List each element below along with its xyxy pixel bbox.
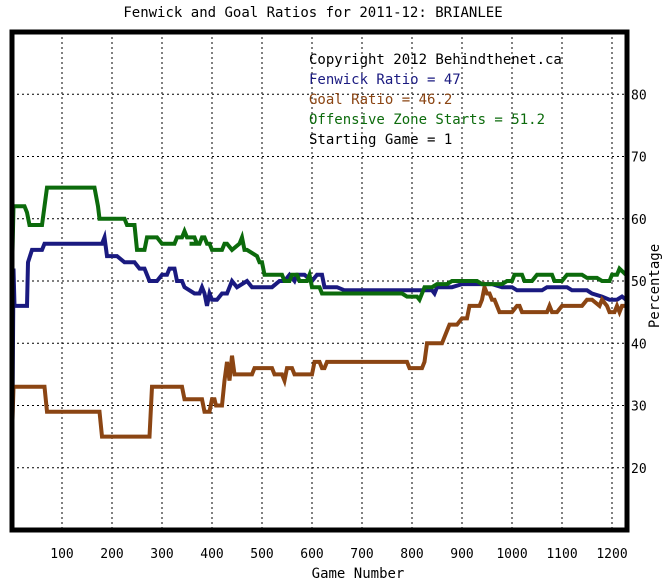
x-tick-label: 400 [200, 547, 223, 562]
annotation-box: Copyright 2012 Behindthenet.ca Fenwick Ra… [309, 52, 562, 148]
annotation-text: Copyright 2012 Behindthenet.ca [309, 52, 562, 68]
y-tick-label: 60 [631, 213, 647, 228]
y-tick-label: 80 [631, 88, 647, 103]
y-tick-label: 70 [631, 151, 647, 166]
series-line-2 [10, 185, 628, 304]
annotation-text: Offensive Zone Starts = 51.2 [309, 112, 545, 128]
x-tick-label: 1000 [496, 547, 527, 562]
x-tick-label: 800 [400, 547, 423, 562]
x-tick-label: 500 [250, 547, 273, 562]
x-tick-label: 100 [50, 547, 73, 562]
y-axis-label: Percentage [647, 244, 663, 328]
x-tick-label: 1100 [546, 547, 577, 562]
x-tick-label: 200 [100, 547, 123, 562]
x-tick-labels: 100 200 300 400 500 600 700 800 900 1000 1100 1200 [50, 547, 627, 562]
y-tick-label: 20 [631, 462, 647, 477]
y-tick-label: 30 [631, 400, 647, 415]
annotation-text: Fenwick Ratio = 47 [309, 72, 461, 88]
series-lines [10, 185, 628, 487]
y-tick-label: 40 [631, 337, 647, 352]
grid [12, 32, 627, 530]
x-tick-label: 700 [350, 547, 373, 562]
y-tick-label: 50 [631, 275, 647, 290]
annotation-text: Starting Game = 1 [309, 132, 452, 148]
x-tick-label: 600 [300, 547, 323, 562]
series-line-1 [10, 280, 626, 439]
series-line-0 [10, 229, 628, 487]
x-tick-label: 900 [450, 547, 473, 562]
chart-title: Fenwick and Goal Ratios for 2011-12: BRI… [123, 5, 502, 21]
x-tick-label: 1200 [596, 547, 627, 562]
x-axis-label: Game Number [312, 566, 405, 580]
annotation-text: Goal Ratio = 46.2 [309, 92, 452, 108]
plot-frame [9, 29, 630, 533]
x-tick-label: 300 [150, 547, 173, 562]
y-tick-labels: 20 30 40 50 60 70 80 [631, 88, 647, 477]
